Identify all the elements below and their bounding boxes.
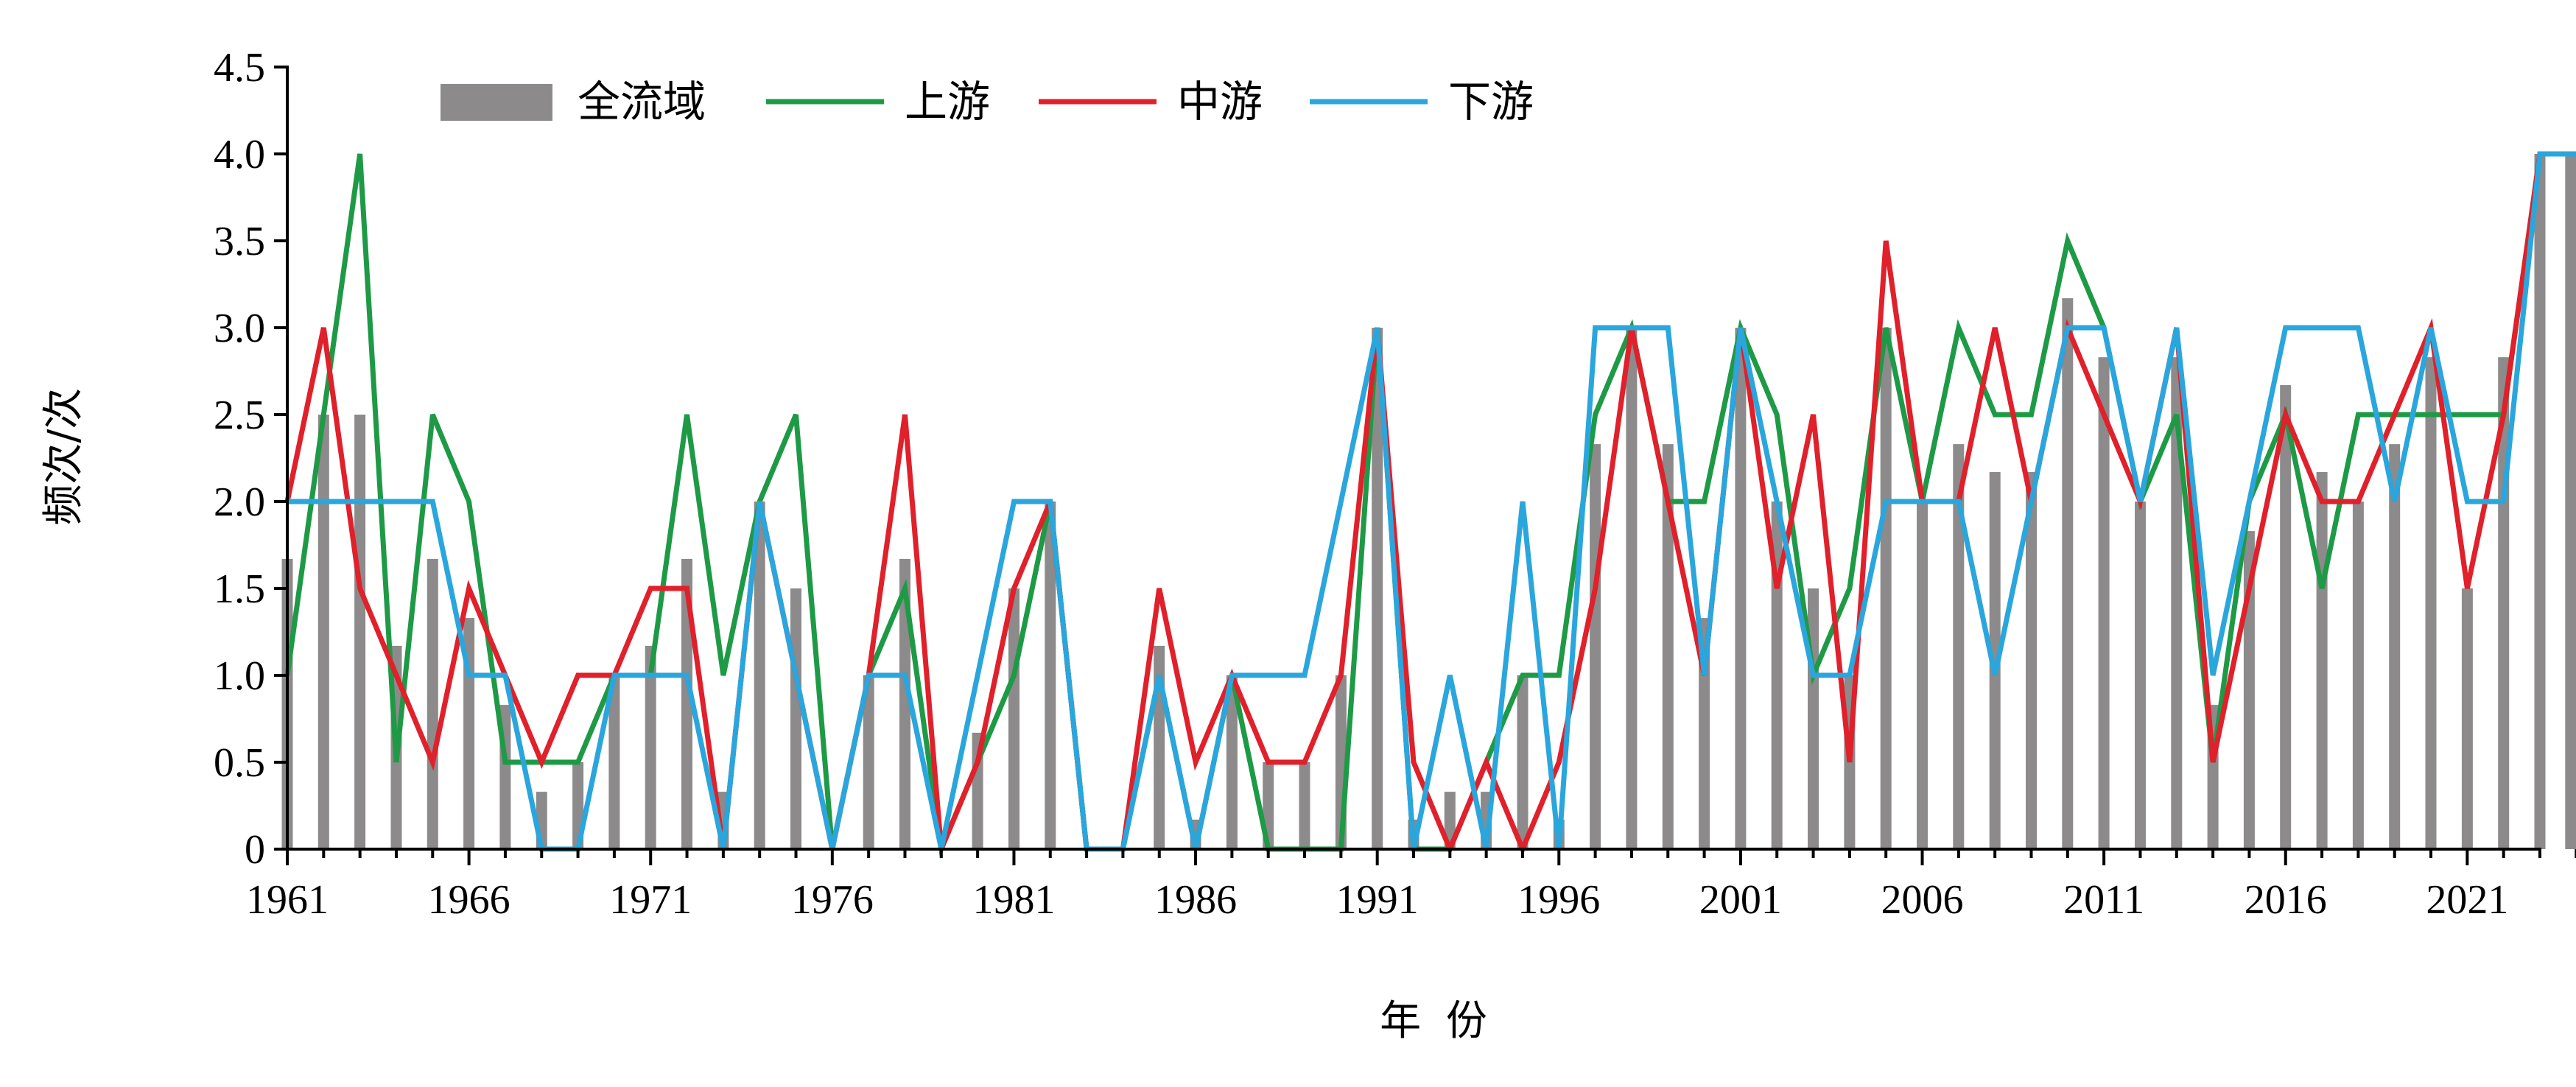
y-tick-label: 2.0	[214, 479, 265, 525]
bar-1997	[1590, 444, 1601, 849]
x-tick-label: 1961	[246, 877, 329, 923]
bar-2002	[1771, 502, 1783, 849]
bar-2017	[2316, 471, 2328, 849]
bar-1978	[899, 558, 910, 849]
legend-label-bar: 全流域	[578, 77, 706, 127]
bar-2011	[2098, 357, 2110, 850]
bar-2001	[1735, 328, 1747, 849]
x-tick-label: 1966	[428, 877, 510, 923]
x-tick-label: 2016	[2245, 877, 2327, 923]
bar-1998	[1626, 328, 1638, 849]
bar-1962	[317, 415, 329, 849]
y-tick-label: 1.5	[214, 566, 265, 612]
line-layer	[284, 151, 2576, 859]
legend: 全流域 上游 中游 下游	[441, 77, 1534, 127]
bar-1977	[863, 675, 874, 849]
y-tick-label: 0	[245, 827, 265, 873]
bar-1975	[790, 588, 801, 849]
bar-2012	[2135, 502, 2146, 849]
bar-1974	[754, 502, 765, 849]
legend-label-3: 下游	[1448, 77, 1534, 127]
bar-2021	[2461, 588, 2473, 849]
x-axis-title: 年 份	[1380, 997, 1493, 1045]
y-tick-label: 2.5	[214, 393, 265, 438]
legend-swatch-bar	[441, 84, 552, 121]
x-tick-label: 1986	[1154, 877, 1237, 923]
bar-1987	[1226, 675, 1238, 849]
bar-1995	[1517, 675, 1529, 849]
bar-1981	[1008, 588, 1019, 849]
x-tick-label: 1981	[972, 877, 1055, 923]
bar-1965	[427, 558, 438, 849]
bar-layer	[281, 154, 2576, 850]
x-tick-label: 2021	[2426, 877, 2508, 923]
bar-1991	[1372, 328, 1383, 849]
bar-1999	[1662, 444, 1674, 849]
bar-1989	[1299, 762, 1310, 849]
series-line-1	[284, 151, 2576, 859]
bar-1963	[354, 415, 366, 849]
bar-2008	[1989, 471, 2001, 849]
y-tick-label: 4.0	[214, 132, 265, 177]
bar-2000	[1699, 618, 1710, 849]
x-tick-label: 1976	[791, 877, 874, 923]
bar-2006	[1917, 502, 1928, 849]
bar-2009	[2026, 471, 2037, 849]
bar-2010	[2062, 298, 2074, 849]
y-axis-title: 频次/次	[40, 388, 88, 526]
bar-2019	[2389, 444, 2401, 849]
bar-2020	[2425, 357, 2437, 850]
y-tick-label: 1.0	[214, 653, 265, 699]
legend-label-1: 上游	[905, 77, 990, 127]
bar-2007	[1953, 444, 1965, 849]
y-tick-label: 0.5	[214, 740, 265, 786]
axes: 0 0.5 1.0 1.5 2.0 2.5 3.0 3.5 4.0 4.5 1961 1966 1971…	[214, 45, 2576, 923]
x-tick-label: 2001	[1699, 877, 1782, 923]
x-tick-label: 2011	[2063, 877, 2144, 923]
bar-1971	[645, 645, 656, 849]
x-tick-label: 1971	[609, 877, 692, 923]
x-tick-label: 2006	[1881, 877, 1964, 923]
series-line-3	[287, 151, 2576, 852]
x-tick-label: 1991	[1336, 877, 1419, 923]
series-line-2	[284, 151, 2576, 856]
bar-1970	[608, 675, 620, 849]
y-tick-label: 4.5	[214, 45, 265, 91]
bar-2005	[1880, 328, 1892, 849]
bar-2023	[2534, 154, 2546, 849]
bar-1993	[1444, 792, 1456, 849]
bar-2016	[2280, 384, 2292, 849]
y-tick-label: 3.0	[214, 306, 265, 351]
bar-1982	[1045, 502, 1056, 849]
bar-1972	[681, 558, 692, 849]
y-tick-label: 3.5	[214, 219, 265, 264]
bar-2018	[2352, 502, 2364, 849]
bar-2024	[2565, 154, 2576, 849]
bar-2003	[1808, 588, 1819, 849]
legend-label-2: 中游	[1177, 77, 1263, 127]
bar-2013	[2171, 357, 2183, 850]
x-tick-label: 1996	[1517, 877, 1600, 923]
